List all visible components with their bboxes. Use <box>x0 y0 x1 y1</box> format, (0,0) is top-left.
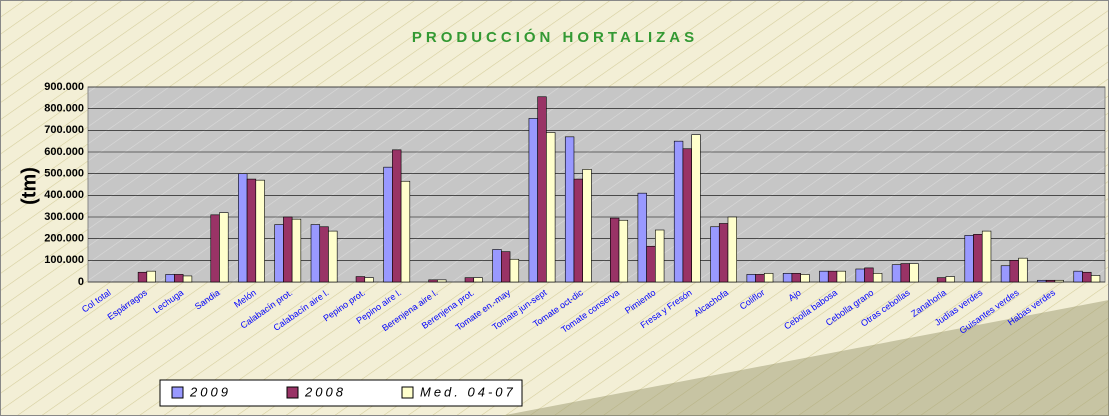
bar <box>464 277 475 283</box>
bar <box>319 226 329 283</box>
bar <box>501 251 511 283</box>
bar <box>909 263 919 283</box>
y-tick-label: 100.000 <box>44 254 84 266</box>
bar <box>246 178 257 283</box>
bar <box>328 230 338 283</box>
bar <box>900 263 910 283</box>
legend-label: 2009 <box>189 384 231 399</box>
bar <box>618 219 629 283</box>
legend-label: Med. 04-07 <box>420 384 516 399</box>
bar <box>718 223 729 283</box>
bar <box>791 273 801 283</box>
y-tick-label: 400.000 <box>44 189 84 201</box>
y-tick-label: 700.000 <box>44 124 84 136</box>
bar <box>528 118 538 283</box>
legend-label: 2008 <box>304 384 346 399</box>
legend-swatch <box>401 386 414 399</box>
bar <box>637 192 647 283</box>
bar <box>582 169 592 283</box>
bar <box>310 224 321 283</box>
bar <box>936 277 947 283</box>
decoration <box>140 300 1109 416</box>
bar <box>646 245 656 283</box>
y-tick-label: 300.000 <box>44 211 84 223</box>
bar <box>836 270 846 283</box>
bar <box>210 214 220 283</box>
bar <box>137 271 148 283</box>
y-tick-label: 800.000 <box>44 103 84 115</box>
bar <box>364 277 374 283</box>
bar <box>782 273 793 283</box>
y-tick-label: 200.000 <box>44 233 84 245</box>
legend-swatch <box>286 386 299 399</box>
bar <box>146 270 156 283</box>
bar <box>355 276 366 283</box>
bar <box>1000 265 1011 283</box>
bar <box>755 274 765 283</box>
bar <box>283 216 293 283</box>
bar <box>655 229 665 283</box>
bar <box>673 140 684 283</box>
bar <box>428 279 438 283</box>
bar <box>238 173 248 283</box>
y-tick-label: 900.000 <box>44 81 84 93</box>
bar <box>1018 257 1028 283</box>
bar <box>564 136 575 283</box>
bar <box>473 277 483 283</box>
bar <box>727 216 738 283</box>
bar <box>1073 270 1083 283</box>
bar <box>537 96 547 283</box>
bar <box>964 235 974 283</box>
bar <box>764 273 774 283</box>
bar <box>891 264 902 283</box>
bar <box>827 270 838 283</box>
bar <box>872 273 883 283</box>
chart-title: PRODUCCIÓN HORTALIZAS <box>412 28 698 46</box>
bar <box>691 134 701 283</box>
bar <box>165 274 175 283</box>
legend <box>159 379 523 407</box>
bar <box>400 180 411 283</box>
bar <box>864 267 874 283</box>
bar <box>392 149 402 283</box>
bar <box>1009 260 1019 283</box>
y-tick-label: 500.000 <box>44 168 84 180</box>
bar <box>182 275 193 283</box>
bar <box>1090 275 1101 283</box>
bar <box>800 274 810 283</box>
bar <box>973 234 983 283</box>
bar <box>573 178 583 283</box>
bar <box>509 258 520 283</box>
bar <box>1054 279 1064 283</box>
bar <box>383 166 393 283</box>
bar <box>610 217 620 283</box>
bar <box>219 212 229 283</box>
bar <box>819 270 829 283</box>
bar <box>945 276 955 283</box>
bar <box>855 268 865 283</box>
y-axis-label: (tm) <box>18 167 40 205</box>
legend-swatch <box>171 386 184 399</box>
bar <box>682 148 692 283</box>
bar <box>274 224 284 283</box>
bar <box>255 179 265 283</box>
bar <box>710 226 720 283</box>
bar <box>746 274 756 283</box>
bar <box>1037 279 1047 283</box>
bar <box>492 249 502 283</box>
bar <box>546 132 556 283</box>
bar <box>1082 271 1092 283</box>
bar <box>174 274 184 283</box>
bar <box>437 279 447 283</box>
y-tick-label: 600.000 <box>44 146 84 158</box>
bar <box>291 218 302 283</box>
y-tick-label: 0 <box>78 276 84 288</box>
bar <box>1045 279 1056 283</box>
bar <box>981 230 992 283</box>
